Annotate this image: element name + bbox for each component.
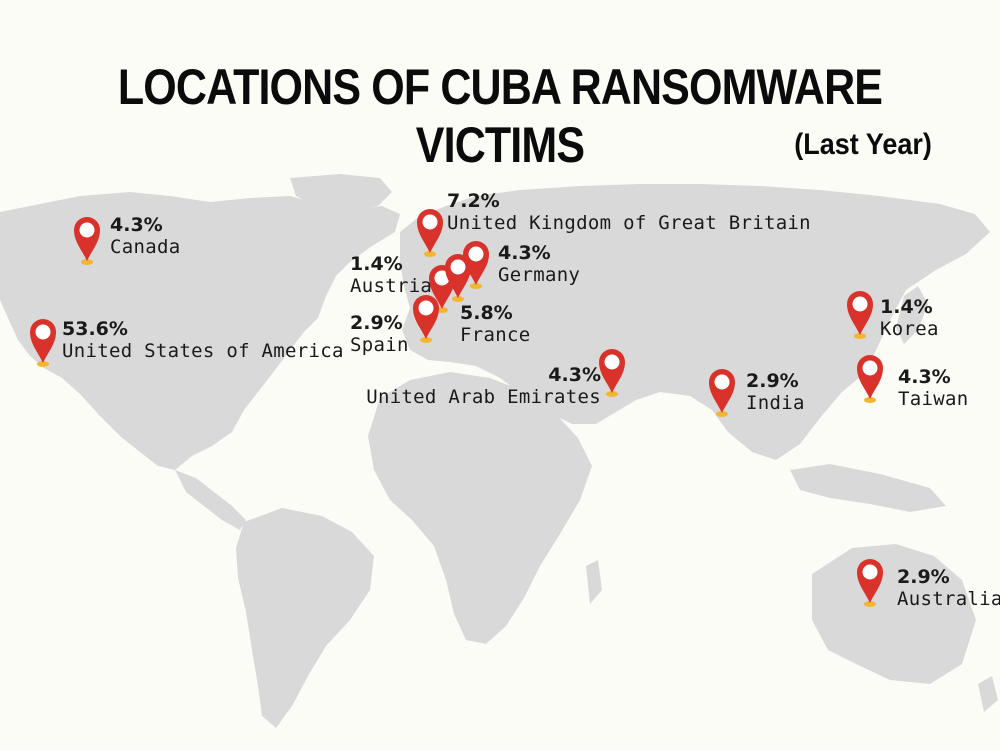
country-austria: Austria xyxy=(350,275,433,297)
label-taiwan: 4.3% Taiwan xyxy=(898,366,968,410)
country-korea: Korea xyxy=(880,318,939,340)
percent-germany: 4.3% xyxy=(498,242,551,264)
map-pin-usa xyxy=(30,319,56,367)
percent-taiwan: 4.3% xyxy=(898,366,951,388)
percent-spain: 2.9% xyxy=(350,312,403,334)
country-canada: Canada xyxy=(110,236,181,258)
percent-india: 2.9% xyxy=(746,370,799,392)
landmasses xyxy=(0,174,998,728)
label-germany: 4.3% Germany xyxy=(498,242,580,286)
landmass-africa xyxy=(368,372,592,644)
percent-uk: 7.2% xyxy=(447,190,500,212)
map-title: LOCATIONS OF CUBA RANSOMWARE VICTIMS xyxy=(117,59,883,173)
label-australia: 2.9% Australia xyxy=(897,566,1000,610)
label-india: 2.9% India xyxy=(746,370,805,414)
landmass-central-america xyxy=(175,470,246,530)
country-australia: Australia xyxy=(897,588,1000,610)
map-pin-france xyxy=(445,254,471,302)
percent-france: 5.8% xyxy=(460,302,513,324)
map-pin-korea xyxy=(847,291,873,339)
landmass-madagascar xyxy=(586,560,602,604)
landmass-eurasia xyxy=(400,184,990,460)
country-germany: Germany xyxy=(498,264,581,286)
country-usa: United States of America xyxy=(62,340,344,362)
label-usa: 53.6% United States of America xyxy=(62,318,344,362)
map-pin-canada xyxy=(74,217,100,265)
map-pin-uk xyxy=(417,209,443,257)
map-pin-spain xyxy=(413,295,439,343)
label-france: 5.8% France xyxy=(460,302,530,346)
country-uae: United Arab Emirates xyxy=(366,386,601,408)
country-uk: United Kingdom of Great Britain xyxy=(447,212,811,234)
country-spain: Spain xyxy=(350,334,409,356)
landmass-australia xyxy=(812,544,976,684)
label-korea: 1.4% Korea xyxy=(880,296,939,340)
landmass-japan xyxy=(896,286,928,344)
landmass-new-zealand xyxy=(978,676,998,712)
map-pin-uae xyxy=(599,349,625,397)
world-map xyxy=(0,174,998,728)
landmass-south-america xyxy=(236,508,374,728)
percent-australia: 2.9% xyxy=(897,566,950,588)
landmass-greenland xyxy=(290,174,392,212)
percent-korea: 1.4% xyxy=(880,296,933,318)
landmass-maritime-asia xyxy=(790,464,946,512)
map-pin-germany xyxy=(463,241,489,289)
country-taiwan: Taiwan xyxy=(898,388,969,410)
label-austria: 1.4% Austria xyxy=(350,253,432,297)
label-uae: 4.3% United Arab Emirates xyxy=(363,364,601,408)
label-canada: 4.3% Canada xyxy=(110,214,180,258)
landmass-north-america xyxy=(0,192,400,470)
landmass-british-isles xyxy=(404,232,428,266)
percent-uae: 4.3% xyxy=(548,364,601,386)
map-pin-india xyxy=(709,369,735,417)
map-pin-australia xyxy=(857,559,883,607)
map-subtitle: (Last Year) xyxy=(794,128,932,161)
percent-usa: 53.6% xyxy=(62,318,128,340)
percent-austria: 1.4% xyxy=(350,253,403,275)
map-pin-taiwan xyxy=(857,355,883,403)
percent-canada: 4.3% xyxy=(110,214,163,236)
label-spain: 2.9% Spain xyxy=(350,312,409,356)
label-uk: 7.2% United Kingdom of Great Britain xyxy=(447,190,811,234)
country-india: India xyxy=(746,392,805,414)
country-france: France xyxy=(460,324,531,346)
